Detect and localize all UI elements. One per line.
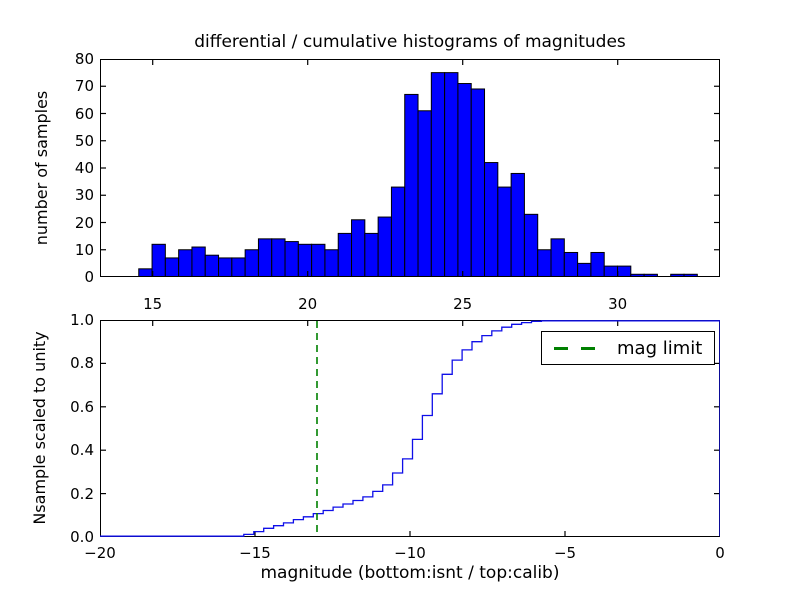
top-y-tick-label: 50 bbox=[74, 131, 94, 150]
bottom-y-tick-label: 0.0 bbox=[70, 528, 94, 546]
histogram-bar bbox=[577, 262, 592, 277]
histogram-bar bbox=[404, 93, 419, 277]
legend: mag limit bbox=[541, 331, 716, 365]
histogram-bar bbox=[364, 232, 379, 277]
histogram-bar bbox=[138, 268, 153, 277]
histogram-bar bbox=[390, 186, 406, 277]
calib-x-tick-label: 20 bbox=[298, 295, 318, 313]
bottom-x-tick-label: −15 bbox=[239, 544, 271, 562]
histogram-bar bbox=[244, 249, 259, 277]
histogram-bar bbox=[444, 72, 459, 277]
bottom-x-tick-label: −10 bbox=[394, 544, 426, 562]
calib-x-tick-label: 30 bbox=[608, 295, 628, 313]
legend-dashed-line-sample-icon bbox=[554, 346, 595, 350]
histogram-bar bbox=[590, 251, 605, 277]
histogram-bar bbox=[297, 243, 313, 277]
histogram-bar bbox=[417, 110, 432, 277]
figure-title: differential / cumulative histograms of … bbox=[194, 32, 626, 52]
top-y-tick-label: 60 bbox=[74, 104, 94, 123]
bottom-cumulative-plot-area bbox=[100, 320, 720, 537]
histogram-bar bbox=[603, 265, 619, 277]
bottom-x-tick-label: 0 bbox=[715, 544, 725, 562]
histogram-bar bbox=[257, 238, 273, 277]
bottom-x-tick-label: −5 bbox=[553, 544, 577, 562]
histogram-bar bbox=[457, 83, 472, 277]
histogram-bar bbox=[271, 238, 286, 277]
histogram-bar bbox=[510, 172, 525, 277]
cumulative-step-curve bbox=[100, 320, 720, 537]
histogram-bar bbox=[563, 251, 579, 277]
histogram-bar bbox=[470, 88, 486, 277]
histogram-bar bbox=[311, 243, 326, 277]
bottom-y-tick-label: 0.8 bbox=[70, 354, 94, 373]
histogram-bar bbox=[218, 257, 233, 277]
bottom-x-tick-label: −20 bbox=[84, 544, 116, 562]
histogram-bar bbox=[523, 213, 539, 277]
bottom-y-tick-label: 0.4 bbox=[70, 441, 94, 460]
bottom-y-axis-label: Nsample scaled to unity bbox=[30, 331, 49, 525]
bottom-axes-cumulative-histogram: mag limit bbox=[100, 320, 720, 537]
top-y-tick-label: 30 bbox=[74, 186, 94, 205]
histogram-bar bbox=[430, 72, 446, 277]
top-y-tick-label: 80 bbox=[74, 50, 94, 68]
histogram-bar bbox=[151, 243, 166, 277]
top-y-tick-label: 70 bbox=[74, 77, 94, 96]
legend-label: mag limit bbox=[617, 337, 703, 359]
histogram-bar bbox=[231, 257, 246, 277]
histogram-bar bbox=[537, 249, 552, 277]
histogram-bar bbox=[497, 186, 512, 277]
x-axis-label: magnitude (bottom:isnt / top:calib) bbox=[260, 563, 560, 583]
bottom-y-tick-label: 0.6 bbox=[70, 397, 94, 416]
histogram-bar bbox=[284, 241, 299, 277]
top-y-axis-label: number of samples bbox=[32, 90, 51, 246]
top-y-tick-label: 40 bbox=[74, 159, 94, 177]
top-y-tick-label: 0 bbox=[84, 268, 94, 286]
histogram-bar bbox=[377, 216, 392, 277]
histogram-bar bbox=[617, 265, 632, 277]
histogram-bar bbox=[324, 249, 339, 277]
top-histogram-plot-area bbox=[100, 59, 720, 277]
histogram-bar bbox=[484, 162, 499, 277]
histogram-bar bbox=[550, 238, 565, 277]
histogram-bar bbox=[178, 249, 193, 277]
histogram-bar bbox=[164, 257, 180, 277]
top-y-tick-label: 10 bbox=[74, 240, 94, 259]
calib-x-tick-label: 15 bbox=[143, 295, 163, 313]
bottom-y-tick-label: 1.0 bbox=[70, 311, 94, 329]
calib-x-tick-label: 25 bbox=[453, 295, 473, 313]
histogram-bar bbox=[191, 246, 206, 277]
histogram-bar bbox=[337, 232, 353, 277]
histogram-bar bbox=[351, 219, 366, 277]
histogram-bar bbox=[204, 254, 220, 277]
top-axes-differential-histogram bbox=[100, 59, 720, 277]
top-y-tick-label: 20 bbox=[74, 213, 94, 232]
bottom-y-tick-label: 0.2 bbox=[70, 484, 94, 503]
